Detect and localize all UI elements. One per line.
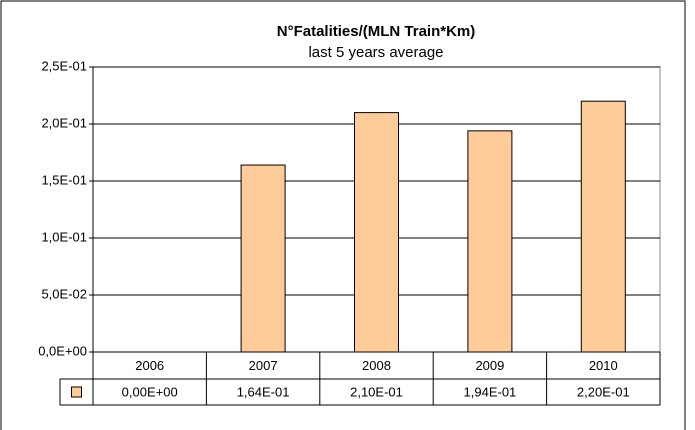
value-label: 2,20E-01	[577, 384, 630, 399]
legend-key	[71, 386, 82, 398]
x-tick-label: 2010	[589, 358, 618, 373]
y-tick-label: 1,0E-01	[41, 229, 87, 244]
y-tick-label: 0,0E+00	[38, 343, 87, 358]
value-label: 1,94E-01	[464, 384, 517, 399]
x-tick-label: 2008	[362, 358, 391, 373]
x-tick-label: 2006	[135, 358, 164, 373]
chart-title: N°Fatalities/(MLN Train*Km)	[277, 23, 476, 40]
chart-subtitle: last 5 years average	[308, 44, 443, 61]
bar	[354, 112, 399, 353]
bar	[240, 164, 286, 353]
x-tick-label: 2007	[249, 358, 278, 373]
bar	[580, 100, 626, 353]
bar	[467, 130, 513, 353]
y-tick-label: 2,0E-01	[41, 115, 87, 130]
y-tick-label: 5,0E-02	[41, 286, 87, 301]
value-label: 0,00E+00	[122, 384, 178, 399]
x-tick-label: 2009	[475, 358, 504, 373]
value-label: 2,10E-01	[350, 384, 403, 399]
y-tick-label: 1,5E-01	[41, 172, 87, 187]
value-label: 1,64E-01	[237, 384, 290, 399]
y-tick-label: 2,5E-01	[41, 58, 87, 73]
